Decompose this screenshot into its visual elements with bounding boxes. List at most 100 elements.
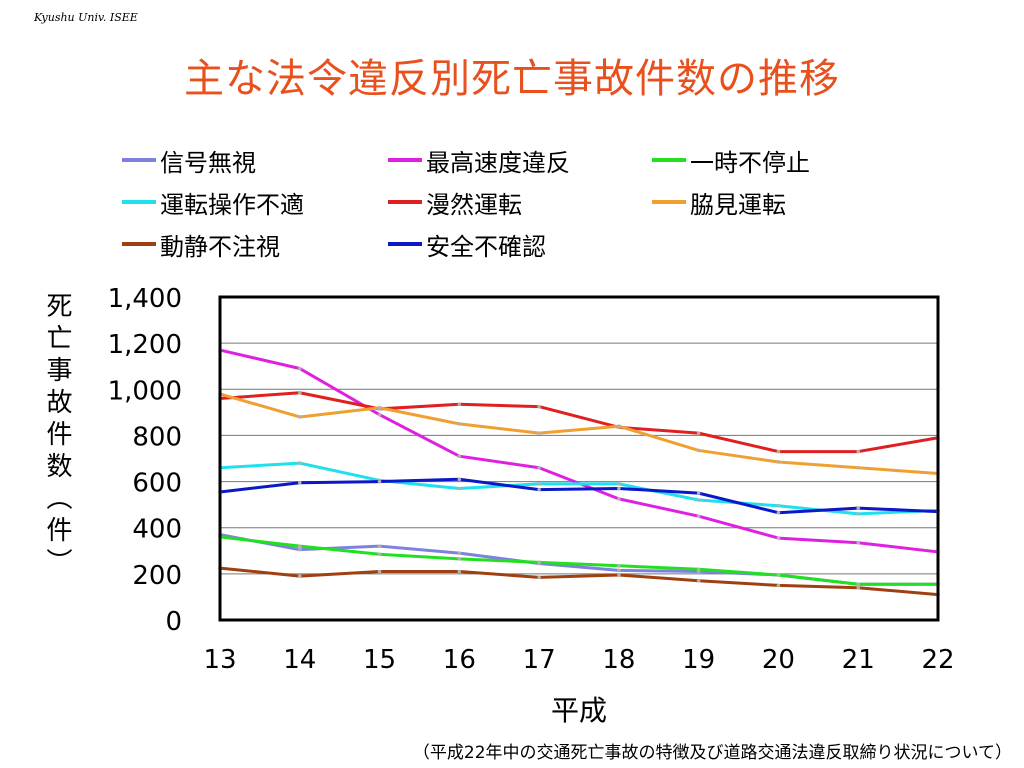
data-point: [218, 465, 222, 470]
data-point: [696, 431, 701, 435]
data-point: [218, 566, 222, 570]
data-point: [936, 508, 940, 513]
data-point: [696, 498, 701, 502]
data-point: [297, 574, 302, 578]
data-point: [297, 544, 302, 548]
data-point: [776, 536, 781, 540]
data-point: [537, 575, 541, 580]
data-point: [377, 412, 382, 417]
y-tick-label: 0: [165, 607, 182, 637]
data-point: [537, 404, 541, 409]
y-tick-label: 1,200: [108, 330, 182, 360]
y-tick-label: 1,400: [108, 284, 182, 314]
y-tick-label: 800: [132, 422, 182, 452]
series-line: [219, 348, 939, 554]
legend-item: 最高速度違反: [388, 140, 570, 180]
data-point: [617, 563, 621, 568]
series-lines: [218, 348, 940, 597]
data-point: [936, 582, 940, 587]
legend-item: 動静不注視: [122, 224, 280, 264]
data-point: [696, 491, 701, 495]
legend-swatch: [652, 200, 686, 204]
legend-label: 動静不注視: [160, 232, 280, 261]
data-point: [856, 540, 861, 545]
y-tick-label: 200: [132, 561, 182, 591]
data-point: [696, 514, 701, 518]
series-line: [219, 392, 939, 475]
legend-swatch: [388, 242, 422, 246]
legend-label: 一時不停止: [690, 148, 810, 177]
x-tick-label: 14: [283, 645, 316, 675]
data-point: [776, 510, 781, 515]
data-point: [537, 487, 541, 492]
data-point: [936, 471, 940, 476]
data-point: [936, 509, 940, 514]
x-tick-label: 21: [842, 645, 875, 675]
data-point: [696, 567, 701, 572]
data-point: [617, 424, 621, 429]
data-point: [617, 482, 621, 486]
data-point: [617, 486, 621, 491]
x-tick-label: 15: [363, 645, 396, 675]
legend-swatch: [122, 200, 156, 204]
legend-label: 最高速度違反: [426, 148, 570, 177]
data-point: [776, 460, 781, 464]
data-point: [537, 561, 541, 566]
data-point: [856, 582, 861, 587]
data-point: [297, 480, 302, 485]
data-point: [218, 532, 222, 537]
data-point: [297, 547, 302, 552]
legend-item: 運転操作不適: [122, 182, 304, 222]
data-point: [377, 552, 382, 557]
x-axis-label: 平成: [551, 694, 607, 727]
data-point: [537, 560, 541, 565]
x-tick-label: 20: [762, 645, 795, 675]
credit-text: Kyushu Univ. ISEE: [34, 11, 138, 24]
data-point: [776, 583, 781, 588]
series-line: [219, 477, 939, 515]
legend-swatch: [652, 158, 686, 162]
data-point: [696, 448, 701, 453]
data-point: [457, 402, 462, 407]
legend-item: 漫然運転: [388, 182, 522, 222]
data-point: [776, 503, 781, 508]
series-line: [219, 535, 938, 586]
data-point: [856, 512, 861, 516]
page-title: 主な法令違反別死亡事故件数の推移: [184, 56, 840, 102]
data-point: [218, 535, 222, 539]
data-point: [617, 568, 621, 573]
data-point: [377, 407, 382, 411]
data-point: [457, 477, 462, 482]
data-point: [218, 490, 222, 494]
data-point: [776, 573, 781, 577]
x-tick-label: 17: [523, 645, 556, 675]
data-point: [936, 550, 940, 554]
legend-swatch: [388, 158, 422, 162]
series-line: [219, 461, 939, 516]
legend-item: 脇見運転: [652, 182, 786, 222]
x-tick-label: 22: [921, 645, 954, 675]
legend-swatch: [388, 200, 422, 204]
data-point: [936, 592, 940, 597]
data-point: [377, 478, 382, 483]
y-tick-label: 600: [132, 469, 182, 499]
data-point: [457, 454, 462, 458]
x-tick-label: 18: [602, 645, 635, 675]
data-point: [377, 405, 382, 410]
legend-item: 一時不停止: [652, 140, 810, 180]
x-tick-label: 16: [443, 645, 476, 675]
data-point: [776, 449, 781, 454]
data-point: [377, 569, 382, 574]
data-point: [457, 551, 462, 555]
data-point: [856, 585, 861, 590]
legend-label: 脇見運転: [690, 190, 786, 219]
data-point: [457, 486, 462, 491]
data-point: [457, 557, 462, 561]
legend-item: 信号無視: [122, 140, 256, 180]
data-point: [617, 497, 621, 501]
data-point: [856, 506, 861, 510]
y-axis-label: 死亡事故件数（件）: [42, 292, 72, 580]
data-point: [537, 431, 541, 435]
data-point: [617, 573, 621, 577]
